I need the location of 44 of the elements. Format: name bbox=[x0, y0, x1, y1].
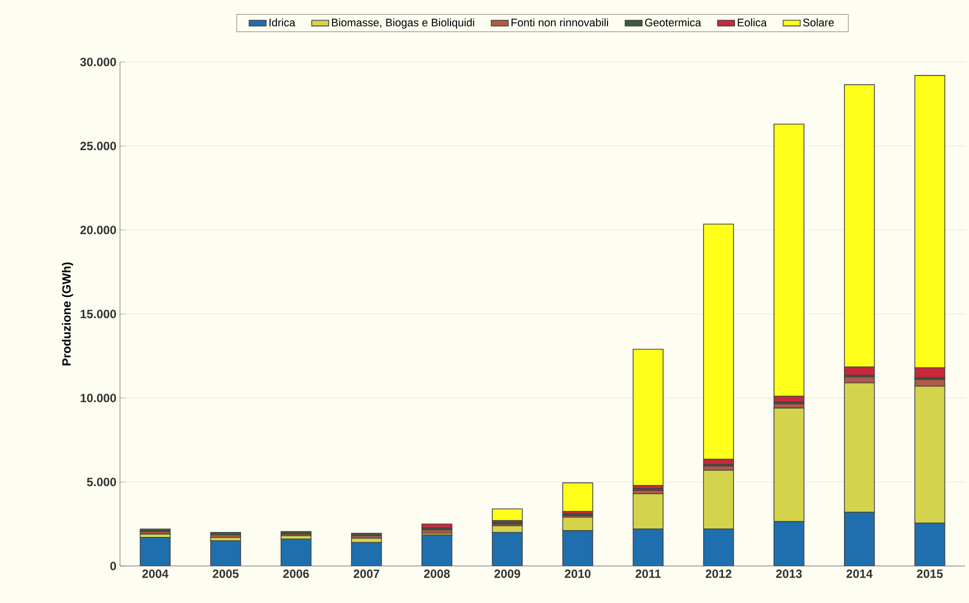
bar bbox=[562, 516, 594, 532]
legend-label: Geotermica bbox=[645, 18, 702, 26]
bar bbox=[703, 528, 734, 566]
bar bbox=[632, 348, 664, 486]
x-tick-label: 2008 bbox=[424, 570, 450, 578]
bar bbox=[914, 522, 946, 566]
x-tick-label: 2004 bbox=[142, 570, 168, 578]
y-tick-label: 20.000 bbox=[80, 226, 116, 234]
x-tick-label: 2009 bbox=[494, 570, 520, 578]
legend-label: Fonti non rinnovabili bbox=[512, 18, 608, 26]
legend-label: Idrica bbox=[270, 18, 296, 26]
bar bbox=[703, 224, 734, 460]
y-tick-label: 10.000 bbox=[80, 394, 116, 402]
x-tick-label: 2007 bbox=[354, 570, 380, 578]
y-axis-title: Produzione (GWh) bbox=[62, 262, 74, 366]
y-tick-label: 25.000 bbox=[80, 142, 116, 150]
bar bbox=[421, 534, 452, 566]
y-tick-label: 0 bbox=[110, 562, 116, 570]
bar bbox=[351, 542, 382, 566]
bar bbox=[562, 530, 594, 566]
bar bbox=[844, 512, 875, 566]
x-tick-label: 2013 bbox=[776, 570, 802, 578]
bar bbox=[492, 508, 523, 522]
legend-label: Solare bbox=[803, 18, 834, 26]
y-tick-label: 15.000 bbox=[80, 310, 116, 318]
bar bbox=[774, 521, 804, 566]
x-tick-label: 2005 bbox=[212, 570, 239, 578]
x-tick-label: 2015 bbox=[916, 570, 943, 578]
bar bbox=[492, 532, 523, 566]
bar bbox=[140, 537, 171, 566]
bar bbox=[421, 524, 452, 529]
bar bbox=[280, 538, 312, 566]
x-tick-label: 2011 bbox=[636, 570, 661, 578]
legend-label: Biomasse, Biogas e Bioliquidi bbox=[332, 18, 474, 29]
legend-label: Eolica bbox=[738, 18, 767, 26]
y-tick-label: 30.000 bbox=[80, 58, 116, 66]
bar bbox=[632, 528, 664, 566]
x-tick-label: 2010 bbox=[564, 570, 591, 578]
x-tick-label: 2012 bbox=[706, 570, 732, 578]
x-tick-label: 2014 bbox=[846, 570, 873, 578]
y-tick-label: 5.000 bbox=[86, 478, 116, 486]
bar bbox=[562, 482, 594, 512]
x-tick-label: 2006 bbox=[283, 570, 309, 578]
bar bbox=[210, 540, 242, 566]
